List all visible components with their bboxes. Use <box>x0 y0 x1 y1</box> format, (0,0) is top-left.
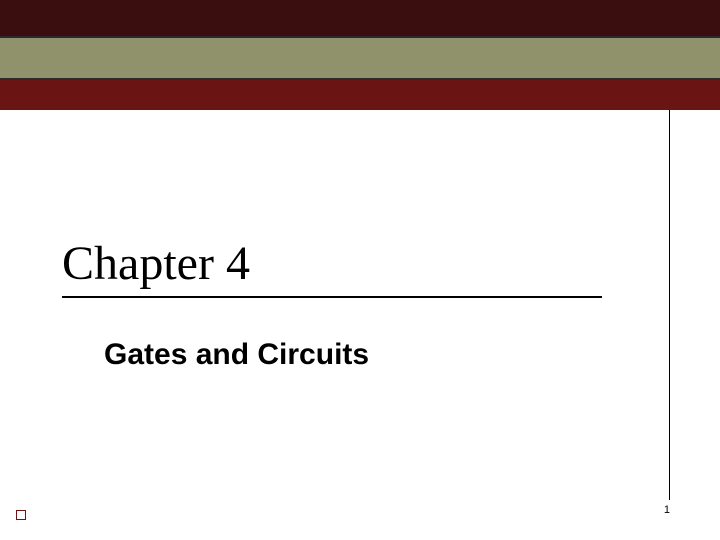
band-olive <box>0 36 720 78</box>
page-number: 1 <box>664 504 670 516</box>
slide: Chapter 4 Gates and Circuits 1 <box>0 0 720 540</box>
slide-title: Chapter 4 <box>62 236 250 291</box>
band-sep2 <box>0 78 720 80</box>
slide-subtitle: Gates and Circuits <box>104 338 369 372</box>
band-top-dark <box>0 0 720 36</box>
right-border <box>669 110 670 500</box>
band-maroon <box>0 78 720 110</box>
band-sep1 <box>0 36 720 38</box>
title-underline <box>62 296 602 298</box>
accent-square-icon <box>16 510 26 520</box>
